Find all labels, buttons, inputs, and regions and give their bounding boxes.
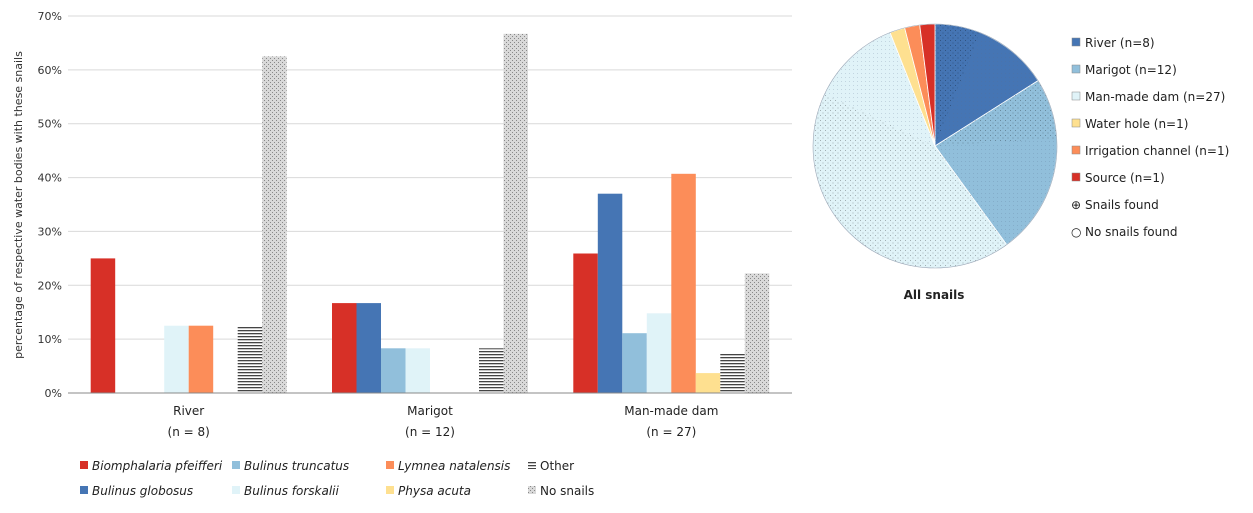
pie-pattern-symbol: ⊕ [1071, 198, 1081, 212]
bar-biomphalaria-pfeifferi [90, 258, 116, 393]
x-category-label: Man-made dam [624, 404, 718, 418]
pie-legend-swatch [1071, 64, 1081, 74]
pie-legend-swatch [1071, 172, 1081, 182]
pie-legend-label: Source (n=1) [1085, 171, 1165, 185]
legend-label: Physa acuta [398, 484, 471, 498]
bar-other [237, 325, 263, 393]
pie-legend-swatch [1071, 145, 1081, 155]
legend-label: No snails [540, 484, 594, 498]
pie-legend-swatch [1071, 118, 1081, 128]
y-tick-label: 50% [38, 118, 62, 131]
pie-pattern-label: Snails found [1085, 198, 1159, 212]
bar-lymnea-natalensis [671, 173, 696, 393]
bar-bulinus-forskalii [164, 325, 189, 393]
x-axis-categories: River (n = 8) Marigot (n = 12) Man-made dam (… [168, 404, 719, 439]
pie-pattern-symbol: ○ [1071, 225, 1081, 239]
bar-physa-acuta [695, 373, 721, 393]
y-tick-label: 70% [38, 10, 62, 23]
pie-slice-no-snails [824, 32, 935, 146]
pie-legend-swatch [1071, 91, 1081, 101]
legend-swatch [528, 486, 536, 494]
bar-no-snails [262, 56, 287, 394]
bar-bulinus-globosus [356, 303, 381, 393]
pie-legend-label: Water hole (n=1) [1085, 117, 1188, 131]
pie-title: All snails [904, 288, 965, 302]
bar-chart: 0% 10% 20% 30% 40% 50% 60% 70% River (n = 8) Mari… [12, 10, 792, 498]
pie-legend-swatch [1071, 37, 1081, 47]
bar-other [720, 353, 745, 393]
y-tick-label: 0% [45, 387, 62, 400]
bar-no-snails [503, 33, 528, 394]
bar-no-snails [744, 273, 770, 393]
bar-bulinus-truncatus [622, 333, 647, 393]
bar-bulinus-forskalii [405, 348, 430, 393]
pie-slice-snails-found [812, 93, 1007, 269]
pie-outline [812, 23, 1058, 269]
x-category-count: (n = 12) [405, 425, 455, 439]
bar-other [479, 348, 504, 393]
bar-bulinus-truncatus [381, 348, 406, 393]
bars [90, 33, 770, 394]
x-category-label: Marigot [407, 404, 453, 418]
legend-swatch [232, 461, 240, 469]
pie-legend-label: Irrigation channel (n=1) [1085, 144, 1229, 158]
legend-swatch [80, 486, 88, 494]
legend-swatch [528, 461, 536, 469]
bar-biomphalaria-pfeifferi [332, 303, 357, 393]
pie-slice-snails-found [935, 24, 980, 146]
x-category-count: (n = 8) [168, 425, 210, 439]
legend-label: Bulinus globosus [92, 484, 193, 498]
pie-slices [812, 23, 1058, 269]
pie-legend: River (n=8) Marigot (n=12) Man-made dam (n… [1071, 36, 1229, 239]
pie-slice-no-snails [935, 32, 1039, 146]
gridlines [68, 15, 792, 340]
pie-pattern-label: No snails found [1085, 225, 1177, 239]
legend-label: Other [540, 459, 574, 473]
legend-label: Biomphalaria pfeifferi [92, 459, 223, 473]
pie-slice-snails-found [935, 80, 1057, 146]
x-category-label: River [173, 404, 204, 418]
bar-bulinus-globosus [597, 193, 623, 393]
legend-label: Bulinus truncatus [244, 459, 349, 473]
legend-label: Lymnea natalensis [398, 459, 510, 473]
bar-bulinus-forskalii [646, 313, 672, 393]
pie-slice-no-snails [935, 138, 1058, 245]
legend-swatch [386, 461, 394, 469]
legend-label: Bulinus forskalii [244, 484, 340, 498]
y-tick-label: 60% [38, 64, 62, 77]
bar-biomphalaria-pfeifferi [573, 253, 598, 393]
pie-legend-label: Man-made dam (n=27) [1085, 90, 1225, 104]
x-category-count: (n = 27) [646, 425, 696, 439]
bar-lymnea-natalensis [188, 325, 214, 393]
legend-swatch [80, 461, 88, 469]
legend-swatch [232, 486, 240, 494]
y-tick-label: 30% [38, 225, 62, 238]
pie-legend-label: River (n=8) [1085, 36, 1155, 50]
y-tick-label: 20% [38, 279, 62, 292]
y-tick-label: 40% [38, 172, 62, 185]
bar-legend: Biomphalaria pfeifferi Bulinus globosus Bu… [80, 459, 594, 498]
pie-legend-label: Marigot (n=12) [1085, 63, 1177, 77]
y-axis-ticks: 0% 10% 20% 30% 40% 50% 60% 70% [38, 10, 62, 400]
y-axis-label: percentage of respective water bodies wi… [12, 51, 25, 359]
legend-swatch [386, 486, 394, 494]
pie-chart: All snails River (n=8) Marigot (n=12) Man-… [812, 23, 1229, 302]
y-tick-label: 10% [38, 333, 62, 346]
